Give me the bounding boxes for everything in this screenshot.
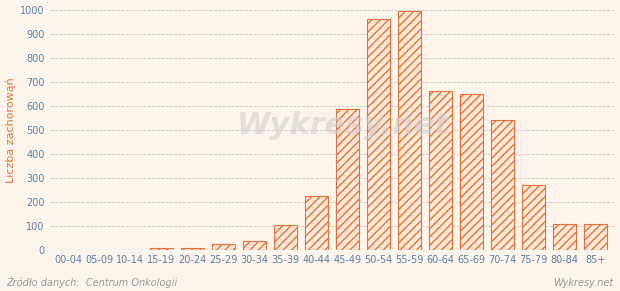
Bar: [367, 19, 390, 250]
Bar: [212, 244, 235, 250]
Bar: [305, 196, 328, 250]
Bar: [584, 224, 608, 250]
Bar: [491, 120, 515, 250]
Bar: [149, 248, 173, 250]
Bar: [429, 91, 452, 250]
Text: Wykresy.net: Wykresy.net: [237, 111, 450, 140]
Bar: [522, 185, 546, 250]
Bar: [274, 225, 297, 250]
Text: Wykresy.net: Wykresy.net: [554, 278, 614, 288]
Text: Żródło danych:  Centrum Onkologii: Żródło danych: Centrum Onkologii: [6, 276, 177, 288]
Bar: [180, 248, 204, 250]
Bar: [243, 241, 266, 250]
Y-axis label: Liczba zachorowąń: Liczba zachorowąń: [6, 77, 16, 183]
Bar: [398, 11, 421, 250]
Bar: [336, 109, 359, 250]
Bar: [460, 94, 484, 250]
Bar: [553, 224, 577, 250]
